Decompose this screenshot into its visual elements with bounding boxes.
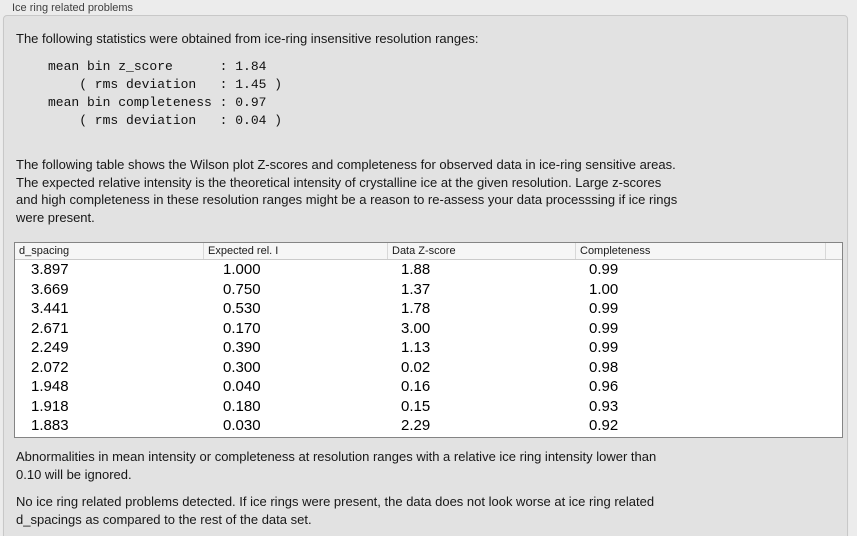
table-cell-expected-rel-i: 0.390: [223, 339, 261, 356]
table-cell-expected-rel-i: 0.750: [223, 280, 261, 298]
table-cell-d-spacing: 1.883: [31, 417, 69, 434]
table-cell-d-spacing: 3.897: [31, 261, 69, 278]
table-row[interactable]: 1.948 0.040 0.16 0.96: [15, 377, 842, 397]
table-row[interactable]: 2.671 0.170 3.00 0.99: [15, 319, 842, 339]
table-cell-completeness: 0.92: [589, 417, 619, 434]
table-cell-data-z-score: 1.88: [401, 261, 431, 278]
stats-block: mean bin z_score : 1.84 ( rms deviation …: [48, 59, 283, 128]
table-cell-data-z-score: 3.00: [401, 319, 431, 337]
table-cell-completeness: 0.99: [589, 300, 619, 317]
table-cell-data-z-score: 1.78: [401, 300, 431, 317]
table-cell-completeness: 0.98: [589, 358, 619, 376]
panel-title: Ice ring related problems: [12, 2, 134, 14]
table-row[interactable]: 3.897 1.000 1.88 0.99: [15, 260, 842, 280]
column-header-d-spacing[interactable]: d_spacing: [19, 245, 70, 257]
table-note-text: The following table shows the Wilson plo…: [16, 157, 678, 225]
table-cell-data-z-score: 0.16: [401, 378, 431, 395]
table-row[interactable]: 3.441 0.530 1.78 0.99: [15, 299, 842, 319]
table-cell-d-spacing: 2.249: [31, 339, 69, 356]
abnormalities-text: Abnormalities in mean intensity or compl…: [16, 449, 657, 482]
table-cell-data-z-score: 1.13: [401, 339, 431, 356]
table-cell-d-spacing: 1.918: [31, 397, 69, 415]
column-header-data-z-score[interactable]: Data Z-score: [387, 243, 575, 259]
intro-text: The following statistics were obtained f…: [16, 31, 479, 46]
table-cell-d-spacing: 1.948: [31, 378, 69, 395]
table-cell-d-spacing: 3.441: [31, 300, 69, 317]
table-cell-expected-rel-i: 0.180: [223, 397, 261, 415]
table-row[interactable]: 3.669 0.750 1.37 1.00: [15, 280, 842, 300]
table-cell-completeness: 0.93: [589, 397, 619, 415]
table-cell-data-z-score: 0.15: [401, 397, 431, 415]
column-header-empty: [825, 243, 842, 259]
table-cell-expected-rel-i: 0.170: [223, 319, 261, 337]
conclusion-text: No ice ring related problems detected. I…: [16, 494, 655, 527]
table-row[interactable]: 2.249 0.390 1.13 0.99: [15, 338, 842, 358]
table-cell-d-spacing: 2.671: [31, 319, 69, 337]
table-cell-expected-rel-i: 0.040: [223, 378, 261, 395]
table-cell-expected-rel-i: 0.030: [223, 417, 261, 434]
table-cell-completeness: 0.96: [589, 378, 619, 395]
table-cell-d-spacing: 3.669: [31, 280, 69, 298]
table-cell-completeness: 0.99: [589, 261, 619, 278]
table-row[interactable]: 2.072 0.300 0.02 0.98: [15, 358, 842, 378]
table-cell-expected-rel-i: 0.300: [223, 358, 261, 376]
ice-ring-table: d_spacing Expected rel. I Data Z-score C…: [14, 242, 843, 438]
table-row[interactable]: 1.918 0.180 0.15 0.93: [15, 397, 842, 417]
table-cell-data-z-score: 2.29: [401, 417, 431, 434]
table-cell-completeness: 0.99: [589, 339, 619, 356]
table-header-row: d_spacing Expected rel. I Data Z-score C…: [15, 243, 842, 260]
table-cell-data-z-score: 1.37: [401, 280, 431, 298]
table-cell-d-spacing: 2.072: [31, 358, 69, 376]
column-header-completeness[interactable]: Completeness: [575, 243, 825, 259]
table-cell-expected-rel-i: 1.000: [223, 261, 261, 278]
table-row[interactable]: 1.883 0.030 2.29 0.92: [15, 416, 842, 436]
column-header-expected-rel-i[interactable]: Expected rel. I: [203, 243, 387, 259]
table-cell-completeness: 0.99: [589, 319, 619, 337]
table-cell-completeness: 1.00: [589, 280, 619, 298]
table-cell-data-z-score: 0.02: [401, 358, 431, 376]
table-cell-expected-rel-i: 0.530: [223, 300, 261, 317]
